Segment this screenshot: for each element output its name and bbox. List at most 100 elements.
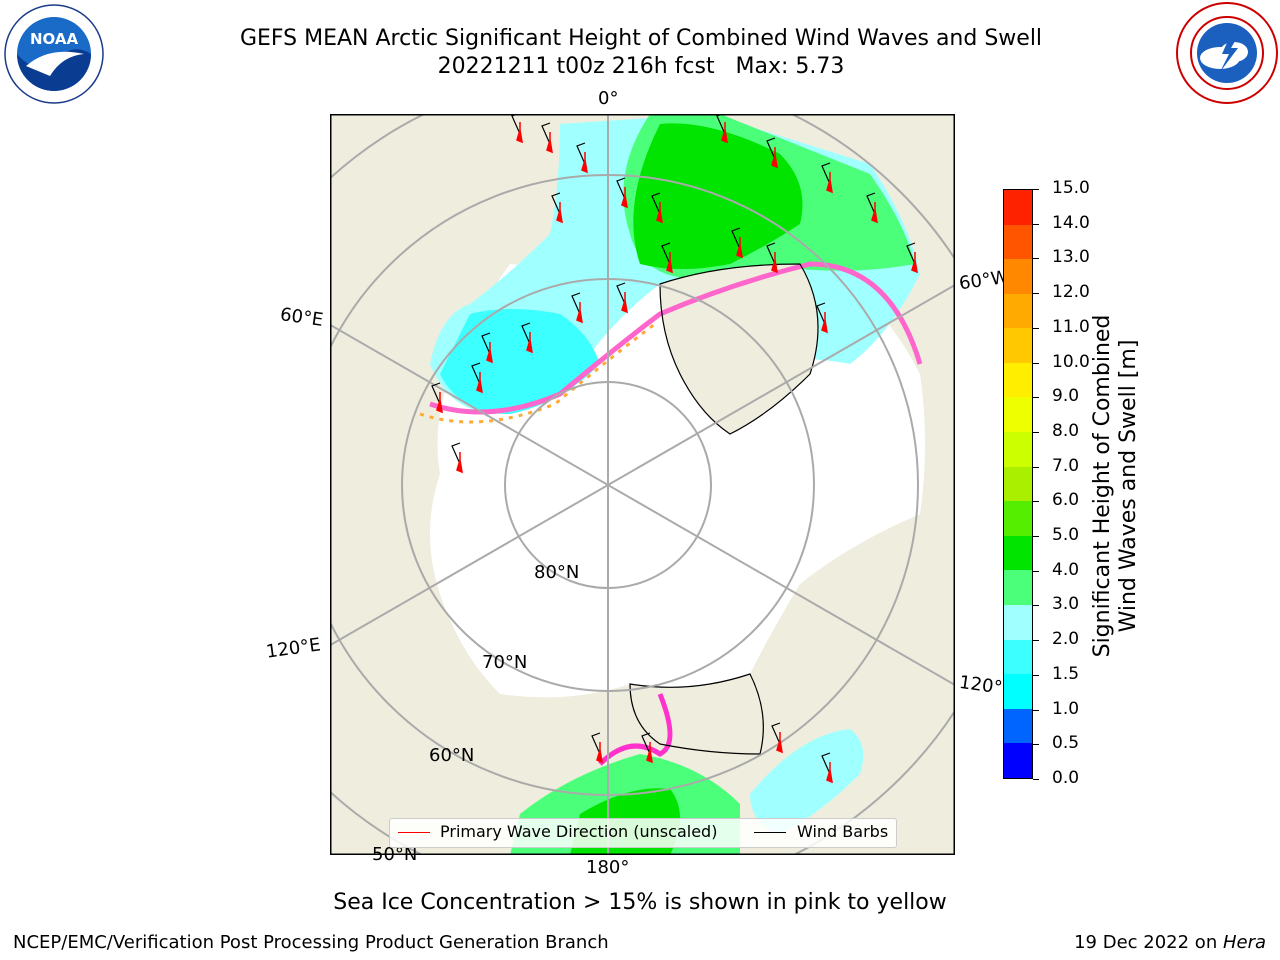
wind-barb xyxy=(616,282,626,305)
colorbar-tick-mark xyxy=(1033,744,1039,746)
wind-barb xyxy=(866,192,876,215)
wind-barb xyxy=(481,332,491,355)
colorbar-tick-mark xyxy=(1033,674,1039,676)
wave-direction-arrow xyxy=(646,742,653,764)
wind-barb xyxy=(576,142,586,165)
wave-direction-arrow xyxy=(911,252,918,274)
graticule xyxy=(330,114,955,855)
colorbar-tick-mark xyxy=(1033,362,1039,364)
wind-barb xyxy=(541,122,551,145)
wind-barb xyxy=(906,242,916,265)
colorbar-tick-label: 9.0 xyxy=(1052,386,1080,407)
wave-direction-arrow xyxy=(826,172,833,194)
colorbar-segment xyxy=(1004,743,1032,778)
colorbar-tick-mark xyxy=(1033,779,1039,780)
noaa-logo: NOAA xyxy=(4,4,104,104)
nws-logo-graphic xyxy=(1176,2,1278,104)
wave-direction-arrow xyxy=(596,742,603,764)
lon-label-120e: 120°E xyxy=(264,634,322,663)
scandinavia-land xyxy=(440,174,520,267)
wind-barb xyxy=(731,227,741,250)
colorbar-tick-mark xyxy=(1033,466,1039,468)
wave-direction-arrow xyxy=(456,452,463,474)
colorbar-segment xyxy=(1004,432,1032,467)
coastline xyxy=(629,263,819,755)
lat-label-60: 60°N xyxy=(429,745,475,766)
colorbar-tick-mark xyxy=(1033,640,1039,642)
colorbar-tick-label: 0.0 xyxy=(1052,768,1080,788)
colorbar xyxy=(1003,189,1033,779)
colorbar-tick-mark xyxy=(1033,605,1039,607)
colorbar-tick-label: 4.0 xyxy=(1052,559,1080,580)
colorbar-tick-mark xyxy=(1033,570,1039,572)
colorbar-segment xyxy=(1004,604,1032,640)
colorbar-tick-label: 6.0 xyxy=(1052,490,1080,511)
wave-direction-arrow xyxy=(516,122,523,144)
colorbar-segment xyxy=(1004,293,1032,329)
colorbar-tick-label: 3.0 xyxy=(1052,594,1080,615)
lat-label-70: 70°N xyxy=(482,652,528,673)
wave-direction-layer xyxy=(436,122,918,784)
primary-wave-legend-label: Primary Wave Direction (unscaled) xyxy=(440,822,718,841)
greenland-land xyxy=(660,264,818,434)
lat-label-50: 50°N xyxy=(372,844,418,865)
colorbar-segment xyxy=(1004,328,1032,363)
colorbar-tick-label: 14.0 xyxy=(1052,212,1090,233)
sea-ice-edge xyxy=(429,261,923,415)
wave-direction-arrow xyxy=(576,302,583,324)
colorbar-segment xyxy=(1004,674,1032,709)
gulf-of-alaska-wave-field xyxy=(750,729,864,834)
wind-barbs-legend-label: Wind Barbs xyxy=(797,822,889,841)
credit-date-text: 19 Dec 2022 on xyxy=(1074,932,1223,953)
colorbar-tick-label: 7.0 xyxy=(1052,455,1080,476)
colorbar-segment xyxy=(1004,501,1032,536)
wave-direction-arrow xyxy=(621,292,628,314)
wind-barb xyxy=(551,192,561,215)
wind-barb xyxy=(521,322,531,345)
wave-direction-arrow xyxy=(656,202,663,224)
wind-barb xyxy=(511,114,521,135)
wind-barb xyxy=(641,732,651,755)
nws-logo xyxy=(1176,2,1278,104)
colorbar-title-line1: Significant Height of Combined xyxy=(1090,314,1115,658)
colorbar-tick-label: 1.0 xyxy=(1052,698,1080,719)
wind-barb xyxy=(766,242,776,265)
colorbar-tick-mark xyxy=(1033,258,1039,260)
colorbar-tick-label: 11.0 xyxy=(1052,316,1090,337)
wave-direction-arrow xyxy=(666,252,673,274)
wave-direction-arrow xyxy=(871,202,878,224)
wind-barb xyxy=(821,162,831,185)
sea-ice-edge-pacific xyxy=(598,693,673,766)
wave-direction-arrow xyxy=(546,132,553,154)
wind-barb xyxy=(821,752,831,775)
wave-direction-arrow xyxy=(486,342,493,364)
map-legend: Primary Wave Direction (unscaled) Wind B… xyxy=(389,818,897,848)
map-canvas xyxy=(330,114,955,855)
wind-barb xyxy=(716,114,726,135)
colorbar-tick-label: 10.0 xyxy=(1052,351,1090,372)
sea-ice-edge-outer xyxy=(419,322,656,424)
wave-direction-arrow xyxy=(621,187,628,209)
colorbar-tick-label: 8.0 xyxy=(1052,420,1080,441)
map-panel xyxy=(330,114,955,855)
colorbar-segment xyxy=(1004,639,1032,675)
wave-direction-arrow xyxy=(476,372,483,394)
lat-label-80: 80°N xyxy=(534,562,580,583)
colorbar-tick-mark xyxy=(1033,293,1039,295)
chart-subtitle: 20221211 t00z 216h fcst Max: 5.73 xyxy=(437,54,845,79)
lon-label-180: 180° xyxy=(586,857,630,878)
wave-direction-arrow xyxy=(821,312,828,334)
colorbar-tick-mark xyxy=(1033,327,1039,329)
colorbar-tick-mark xyxy=(1033,431,1039,433)
lon-label-0: 0° xyxy=(598,88,619,109)
colorbar-segment xyxy=(1004,708,1032,744)
colorbar-tick-label: 12.0 xyxy=(1052,282,1090,303)
colorbar-segment xyxy=(1004,362,1032,398)
colorbar-tick-label: 15.0 xyxy=(1052,178,1090,198)
lon-label-60e: 60°E xyxy=(278,304,325,331)
chart-title: GEFS MEAN Arctic Significant Height of C… xyxy=(239,26,1043,51)
wave-direction-arrow xyxy=(581,152,588,174)
wind-barb xyxy=(766,137,776,160)
colorbar-tick-label: 5.0 xyxy=(1052,525,1080,546)
noaa-logo-text: NOAA xyxy=(30,30,79,48)
